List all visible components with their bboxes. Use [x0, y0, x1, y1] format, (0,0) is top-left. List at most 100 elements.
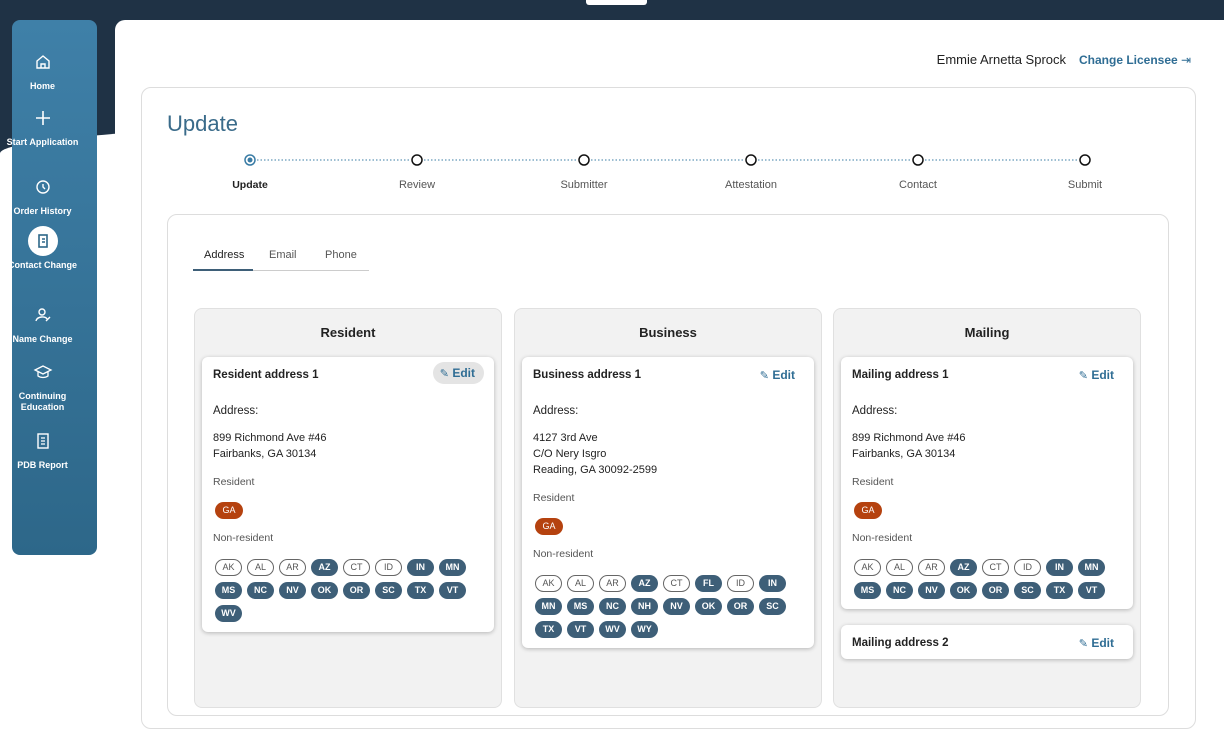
- tab-indicator: [193, 269, 253, 271]
- address-line: Reading, GA 30092-2599: [533, 464, 658, 476]
- nav-item[interactable]: Name Change: [0, 300, 85, 345]
- nonresident-label: Non-resident: [533, 548, 594, 560]
- card-title: Mailing address 1: [852, 369, 949, 381]
- state-chip: AK: [215, 559, 242, 576]
- nav-item[interactable]: Contact Change: [0, 226, 85, 271]
- address-card: Mailing address 2 ✎ Edit: [841, 625, 1133, 659]
- state-chip: NV: [663, 598, 690, 615]
- nonresident-label: Non-resident: [852, 532, 913, 544]
- state-chip: ID: [375, 559, 402, 576]
- nav-label[interactable]: Continuing Education: [18, 391, 67, 412]
- resident-chips: GA: [852, 502, 1122, 519]
- state-chip: WV: [599, 621, 626, 638]
- state-chip: AR: [279, 559, 306, 576]
- state-chip: AR: [918, 559, 945, 576]
- edit-text[interactable]: Edit: [1091, 636, 1114, 650]
- address-label: Address:: [852, 405, 898, 417]
- nav-item[interactable]: Continuing Education: [0, 357, 85, 413]
- state-chip: FL: [695, 575, 722, 592]
- state-chip: AL: [567, 575, 594, 592]
- edit-button[interactable]: ✎ Edit: [759, 368, 795, 382]
- edit-button[interactable]: ✎ Edit: [1078, 636, 1114, 650]
- nonresident-chips: AK AL AR AZ CT ID IN MN MS NC NV OK OR SC TX VT WV: [213, 559, 483, 622]
- state-chip: MS: [854, 582, 881, 599]
- address-card: Business address 1 ✎ Edit Address: 4127 3rd…: [522, 357, 814, 648]
- state-chip: NC: [247, 582, 274, 599]
- state-chip: ID: [1014, 559, 1041, 576]
- nav-label[interactable]: Contact Change: [7, 260, 77, 270]
- tab-rule: [193, 270, 369, 271]
- address-label: Address:: [533, 405, 579, 417]
- state-chip: AK: [854, 559, 881, 576]
- nonresident-chips: AK AL AR AZ CT ID IN MN MS NC NV OK OR SC TX VT: [852, 559, 1122, 599]
- state-chip: OR: [343, 582, 370, 599]
- card-header: Resident address 1 ✎ Edit: [213, 362, 484, 384]
- step-label: Attestation: [725, 179, 777, 191]
- nav-icon: [27, 226, 58, 256]
- step-dot: [1079, 154, 1091, 166]
- nonresident-label: Non-resident: [213, 532, 274, 544]
- address-lines: 4127 3rd Ave C/O Nery Isgro Reading, GA 30…: [533, 430, 803, 478]
- address-line: Fairbanks, GA 30134: [852, 448, 956, 460]
- nav-label[interactable]: PDB Report: [17, 460, 68, 470]
- state-chip: AR: [599, 575, 626, 592]
- address-card: Mailing address 1 ✎ Edit Address: 899 Richm…: [841, 357, 1133, 609]
- nav-icon: [28, 300, 58, 330]
- edit-button[interactable]: ✎ Edit: [1078, 368, 1114, 382]
- state-chip: SC: [375, 582, 402, 599]
- link-text[interactable]: Change Licensee: [1079, 53, 1178, 67]
- address-label: Address:: [213, 405, 259, 417]
- nonresident-chips: AK AL AR AZ CT FL ID IN MN MS NC NH NV OK OR SC TX VT WV WY: [533, 575, 803, 638]
- change-licensee-link[interactable]: Change Licensee ⇥: [1079, 53, 1192, 67]
- state-chip: NH: [631, 598, 658, 615]
- edit-text[interactable]: Edit: [452, 366, 475, 380]
- column-title: Resident: [320, 325, 376, 340]
- address-line: 4127 3rd Ave: [533, 432, 598, 444]
- card-title: Mailing address 2: [852, 637, 949, 649]
- nav-item[interactable]: Order History: [0, 172, 85, 217]
- state-chip: MN: [439, 559, 466, 576]
- address-lines: 899 Richmond Ave #46 Fairbanks, GA 30134: [852, 430, 1122, 462]
- state-chip: SC: [759, 598, 786, 615]
- state-chip: NC: [599, 598, 626, 615]
- tab[interactable]: Phone: [325, 249, 357, 261]
- step-label: Contact: [899, 179, 937, 191]
- state-chip: OR: [982, 582, 1009, 599]
- nav-icon: [28, 426, 58, 456]
- step-label: Submitter: [560, 179, 608, 191]
- state-chip: OR: [727, 598, 754, 615]
- edit-text[interactable]: Edit: [772, 368, 795, 382]
- state-chip: MS: [215, 582, 242, 599]
- state-chip: VT: [1078, 582, 1105, 599]
- column: Resident Resident address 1 ✎ Edit Address:…: [194, 308, 502, 708]
- nav-label[interactable]: Order History: [13, 206, 72, 216]
- state-chip: AZ: [311, 559, 338, 576]
- user-name: Emmie Arnetta Sprock: [936, 52, 1066, 67]
- state-chip: MN: [1078, 559, 1105, 576]
- step-dot: [745, 154, 757, 166]
- nav-item[interactable]: Home: [0, 47, 85, 92]
- nav-item[interactable]: PDB Report: [0, 426, 85, 471]
- tab[interactable]: Address: [204, 249, 245, 261]
- address-line: C/O Nery Isgro: [533, 448, 607, 460]
- state-chip: NV: [918, 582, 945, 599]
- nav-icon: [28, 103, 58, 133]
- tab[interactable]: Email: [269, 249, 297, 261]
- nav-icon: [28, 172, 58, 202]
- nav-label[interactable]: Start Application: [6, 137, 79, 147]
- step-dot: [411, 154, 423, 166]
- address-line: Fairbanks, GA 30134: [213, 448, 317, 460]
- edit-text[interactable]: Edit: [1091, 368, 1114, 382]
- nav-label[interactable]: Home: [29, 81, 55, 91]
- nav-icon: [28, 47, 58, 77]
- state-chip: AL: [886, 559, 913, 576]
- state-chip: GA: [854, 502, 882, 519]
- column-title: Business: [639, 325, 697, 340]
- edit-button[interactable]: ✎ Edit: [432, 362, 484, 384]
- step-dot: [912, 154, 924, 166]
- state-chip: GA: [535, 518, 563, 535]
- nav-label[interactable]: Name Change: [12, 334, 73, 344]
- nav-item[interactable]: Start Application: [0, 103, 85, 148]
- address-line: 899 Richmond Ave #46: [213, 432, 327, 444]
- state-chip: OK: [695, 598, 722, 615]
